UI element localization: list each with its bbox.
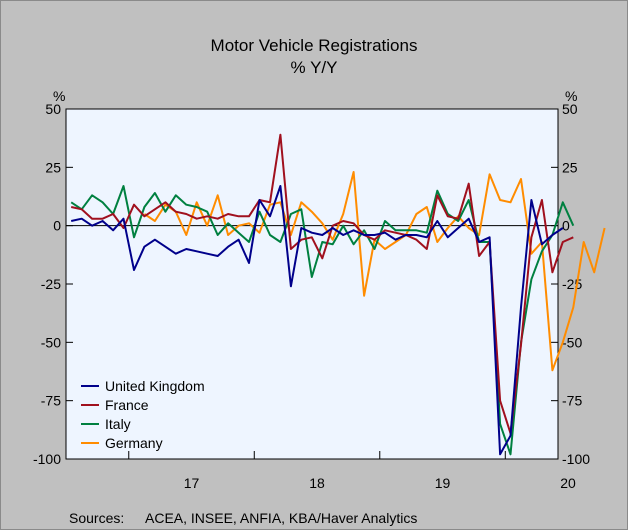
y-tick-label-right: -25 bbox=[562, 276, 582, 292]
series-line-united-kingdom bbox=[70, 185, 564, 456]
y-tick-label-left: -50 bbox=[41, 334, 61, 350]
y-axis-unit-left: % bbox=[53, 88, 65, 104]
y-tick-label-left: 25 bbox=[45, 159, 61, 175]
x-tick-label-year: 18 bbox=[309, 475, 325, 491]
y-tick-label-right: 0 bbox=[562, 218, 570, 234]
y-tick-label-left: -25 bbox=[41, 276, 61, 292]
chart-title: Motor Vehicle Registrations bbox=[211, 36, 418, 55]
x-tick-label-year: 19 bbox=[435, 475, 451, 491]
y-tick-label-left: -100 bbox=[33, 451, 61, 467]
legend-label-germany: Germany bbox=[105, 435, 163, 451]
sources-text: ACEA, INSEE, ANFIA, KBA/Haver Analytics bbox=[145, 510, 417, 526]
plot-area bbox=[65, 108, 559, 460]
x-tick-label-year: 20 bbox=[560, 475, 576, 491]
legend-label-france: France bbox=[105, 397, 149, 413]
chart-subtitle: % Y/Y bbox=[291, 58, 338, 77]
legend-label-united-kingdom: United Kingdom bbox=[105, 378, 205, 394]
y-tick-label-right: 25 bbox=[562, 159, 578, 175]
y-axis-unit-right: % bbox=[565, 88, 577, 104]
legend-label-italy: Italy bbox=[105, 416, 131, 432]
y-tick-label-left: 0 bbox=[53, 218, 61, 234]
y-tick-label-right: 50 bbox=[562, 101, 578, 117]
y-tick-label-right: -75 bbox=[562, 393, 582, 409]
y-tick-label-left: 50 bbox=[45, 101, 61, 117]
x-tick-label-year: 17 bbox=[184, 475, 200, 491]
sources-label: Sources: bbox=[69, 510, 124, 526]
y-tick-label-right: -50 bbox=[562, 334, 582, 350]
y-tick-label-left: -75 bbox=[41, 393, 61, 409]
y-tick-label-right: -100 bbox=[562, 451, 590, 467]
